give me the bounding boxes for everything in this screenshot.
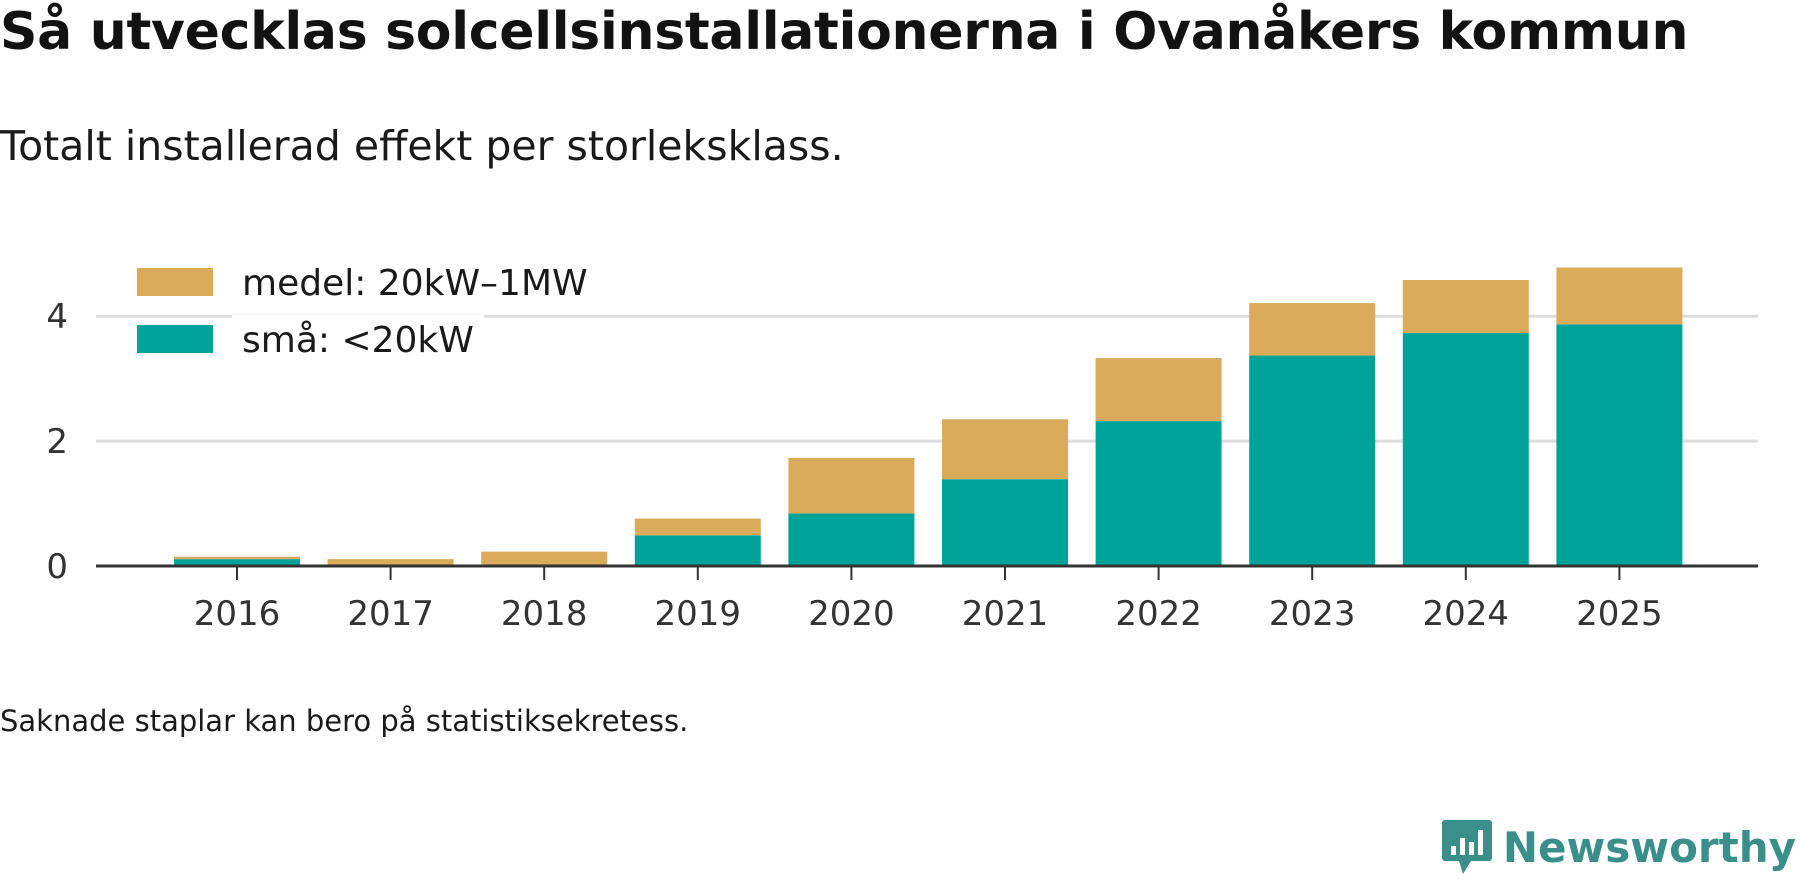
bar-medel-2025[interactable]	[1556, 267, 1683, 325]
bar-sma-2024[interactable]	[1402, 333, 1529, 566]
x-tick-label: 2022	[1115, 594, 1202, 634]
x-tick-label: 2024	[1423, 594, 1510, 634]
bar-sma-2020[interactable]	[788, 513, 915, 566]
brand-logo[interactable]: Newsworthy	[1441, 818, 1796, 876]
x-tick-label: 2021	[962, 594, 1049, 634]
chart-subtitle: Totalt installerad effekt per storlekskl…	[0, 122, 844, 170]
footnote: Saknade staplar kan bero på statistiksek…	[0, 704, 689, 738]
bar-sma-2021[interactable]	[942, 479, 1068, 566]
x-tick-label: 2023	[1269, 594, 1356, 634]
bar-medel-2023[interactable]	[1249, 303, 1376, 356]
bar-medel-2021[interactable]	[942, 419, 1068, 480]
legend-label: små: <20kW	[242, 320, 474, 361]
legend: medel: 20kW–1MW små: <20kW	[137, 258, 598, 363]
bar-sma-2025[interactable]	[1556, 324, 1683, 566]
bar-medel-2024[interactable]	[1402, 279, 1529, 334]
legend-swatch	[137, 268, 213, 296]
x-tick-label: 2025	[1576, 594, 1663, 634]
y-tick-label: 2	[46, 422, 68, 462]
x-tick-label: 2018	[501, 594, 588, 634]
bar-sma-2016[interactable]	[174, 559, 300, 566]
bar-medel-2020[interactable]	[788, 457, 915, 514]
bar-medel-2019[interactable]	[634, 518, 761, 536]
x-tick-label: 2016	[194, 594, 281, 634]
bar-medel-2017[interactable]	[327, 559, 454, 566]
x-tick-label: 2019	[655, 594, 742, 634]
legend-label-background	[232, 315, 484, 363]
axis-layer: 0 2 4 2016 2017 2018 2019 2020 2021 2022 2023 2024 2…	[46, 297, 1758, 634]
y-tick-label: 0	[46, 547, 68, 587]
chart-title: Så utvecklas solcellsinstallationerna i …	[0, 2, 1689, 62]
bar-medel-2018[interactable]	[481, 551, 608, 566]
bar-sma-2023[interactable]	[1249, 355, 1376, 566]
bar-sma-2019[interactable]	[634, 535, 761, 566]
bar-sma-2022[interactable]	[1095, 421, 1222, 566]
brand-name: Newsworthy	[1502, 822, 1796, 872]
bar-medel-2022[interactable]	[1095, 358, 1222, 422]
y-tick-label: 4	[46, 297, 68, 337]
x-tick-label: 2017	[347, 594, 434, 634]
legend-label-background	[232, 258, 598, 306]
bar-medel-2016[interactable]	[174, 556, 300, 560]
legend-label: medel: 20kW–1MW	[242, 263, 588, 304]
x-tick-label: 2020	[808, 594, 895, 634]
legend-swatch	[137, 325, 213, 353]
bar-layer	[174, 267, 1683, 566]
newsworthy-logo-icon	[1441, 820, 1492, 874]
